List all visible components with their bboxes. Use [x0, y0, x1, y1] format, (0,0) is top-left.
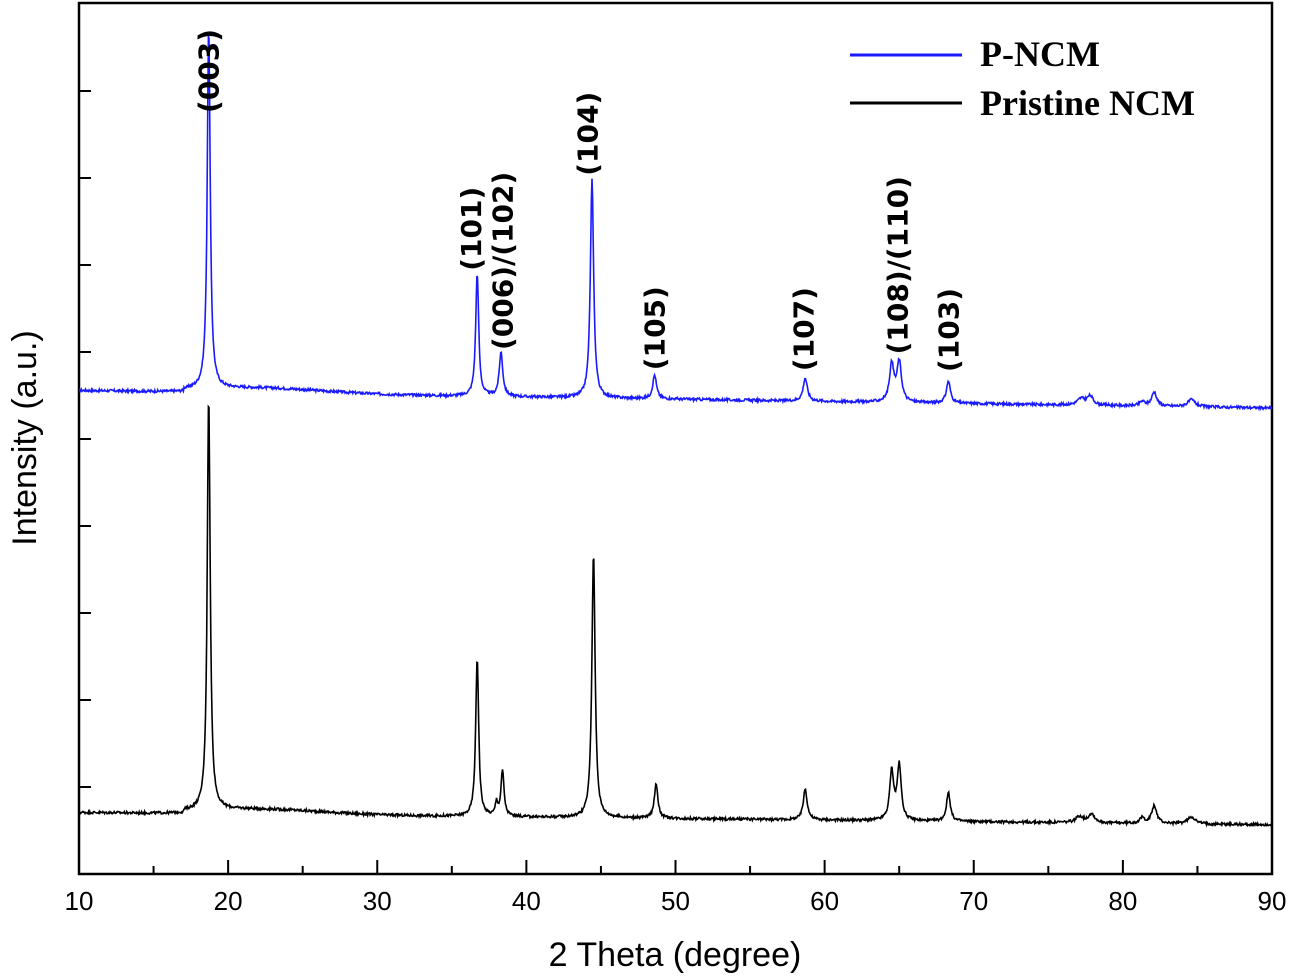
- peak-labels: (003) (101)(006)/(102) (104) (105) (107) (108…: [193, 29, 966, 372]
- x-tick-label: 40: [512, 886, 541, 916]
- peak-label: (108)/(110): [882, 176, 915, 354]
- series-line-pristine-ncm: [78, 404, 1273, 828]
- x-tick-label: 60: [810, 886, 839, 916]
- x-axis-ticks: 10 20 30 40 50 60 70 80 90: [65, 860, 1287, 916]
- peak-label: (107): [788, 287, 821, 371]
- legend-label-pristine-ncm: Pristine NCM: [980, 83, 1195, 123]
- x-tick-label: 50: [661, 886, 690, 916]
- peak-label: (101): [455, 187, 488, 271]
- peak-label: (003): [193, 29, 226, 113]
- x-tick-label: 70: [959, 886, 988, 916]
- y-axis-title: Intensity (a.u.): [6, 330, 44, 545]
- legend-label-p-ncm: P-NCM: [980, 34, 1100, 74]
- x-tick-label: 10: [65, 886, 94, 916]
- x-tick-label: 80: [1108, 886, 1137, 916]
- plot-frame: [77, 1, 1274, 876]
- y-axis-ticks: [79, 90, 91, 788]
- peak-label: (105): [639, 286, 672, 370]
- legend: P-NCM Pristine NCM: [850, 34, 1195, 123]
- peak-label: (104): [572, 92, 605, 176]
- x-tick-label: 30: [363, 886, 392, 916]
- peak-label: (006)/(102): [487, 172, 520, 350]
- peak-label: (103): [932, 288, 965, 372]
- x-tick-label: 20: [214, 886, 243, 916]
- x-axis-title: 2 Theta (degree): [549, 936, 802, 974]
- x-tick-label: 90: [1258, 886, 1287, 916]
- series-line-p-ncm: [78, 35, 1273, 412]
